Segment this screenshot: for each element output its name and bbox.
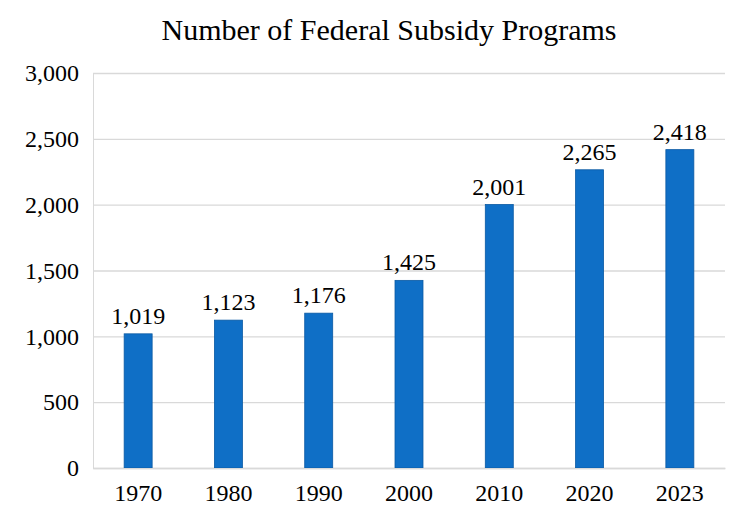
data-label: 1,123 bbox=[201, 289, 255, 315]
x-tick-label: 1980 bbox=[204, 480, 252, 506]
y-tick: 1,500 bbox=[25, 258, 725, 284]
x-tick: 1990 bbox=[295, 480, 343, 506]
y-tick-label: 1,000 bbox=[25, 324, 79, 350]
data-label: 2,418 bbox=[653, 119, 707, 145]
x-tick-label: 2023 bbox=[656, 480, 704, 506]
data-labels: 1,019 1,123 1,176 1,425 2,001 2,265 2,418 bbox=[111, 119, 707, 329]
y-axis: 0 500 1,000 1,500 2,000 2,500 3,000 bbox=[25, 60, 725, 481]
data-label: 2,001 bbox=[472, 174, 526, 200]
x-axis: 1970 1980 1990 2000 2010 2020 2023 bbox=[94, 469, 726, 507]
data-label: 2,265 bbox=[563, 139, 617, 165]
x-tick-label: 2000 bbox=[385, 480, 433, 506]
bar bbox=[485, 205, 513, 468]
y-tick: 3,000 bbox=[25, 60, 725, 86]
grid-line bbox=[93, 205, 725, 206]
y-tick-label: 3,000 bbox=[25, 60, 79, 86]
bar bbox=[124, 334, 152, 468]
grid-line bbox=[93, 468, 725, 469]
x-tick-label: 2020 bbox=[566, 480, 614, 506]
chart: Number of Federal Subsidy Programs 0 500 1,… bbox=[0, 0, 738, 524]
x-tick: 2010 bbox=[475, 480, 523, 506]
bar bbox=[576, 170, 604, 468]
data-label: 1,019 bbox=[111, 303, 165, 329]
data-label: 1,425 bbox=[382, 249, 436, 275]
x-axis-line bbox=[94, 468, 726, 469]
y-tick-label: 2,000 bbox=[25, 192, 79, 218]
y-tick: 2,000 bbox=[25, 192, 725, 218]
bar bbox=[305, 313, 333, 468]
y-tick: 2,500 bbox=[25, 126, 725, 152]
x-tick-label: 1990 bbox=[295, 480, 343, 506]
x-tick: 1970 bbox=[114, 480, 162, 506]
bar bbox=[214, 320, 242, 468]
bar bbox=[395, 280, 423, 468]
grid-line bbox=[93, 139, 725, 140]
x-tick-label: 1970 bbox=[114, 480, 162, 506]
x-tick: 2023 bbox=[656, 480, 704, 506]
x-tick: 2020 bbox=[566, 480, 614, 506]
y-tick-label: 500 bbox=[43, 389, 79, 415]
grid-line bbox=[93, 73, 725, 74]
y-tick-label: 1,500 bbox=[25, 258, 79, 284]
plot: 0 500 1,000 1,500 2,000 2,500 3,000 1970 1980 199… bbox=[25, 60, 726, 506]
x-tick-label: 2010 bbox=[475, 480, 523, 506]
bar bbox=[666, 150, 694, 468]
title: Number of Federal Subsidy Programs bbox=[162, 13, 617, 46]
bars bbox=[124, 150, 694, 468]
y-tick-label: 0 bbox=[67, 455, 79, 481]
x-tick: 1980 bbox=[204, 480, 252, 506]
data-label: 1,176 bbox=[292, 282, 346, 308]
y-tick-label: 2,500 bbox=[25, 126, 79, 152]
x-tick: 2000 bbox=[385, 480, 433, 506]
